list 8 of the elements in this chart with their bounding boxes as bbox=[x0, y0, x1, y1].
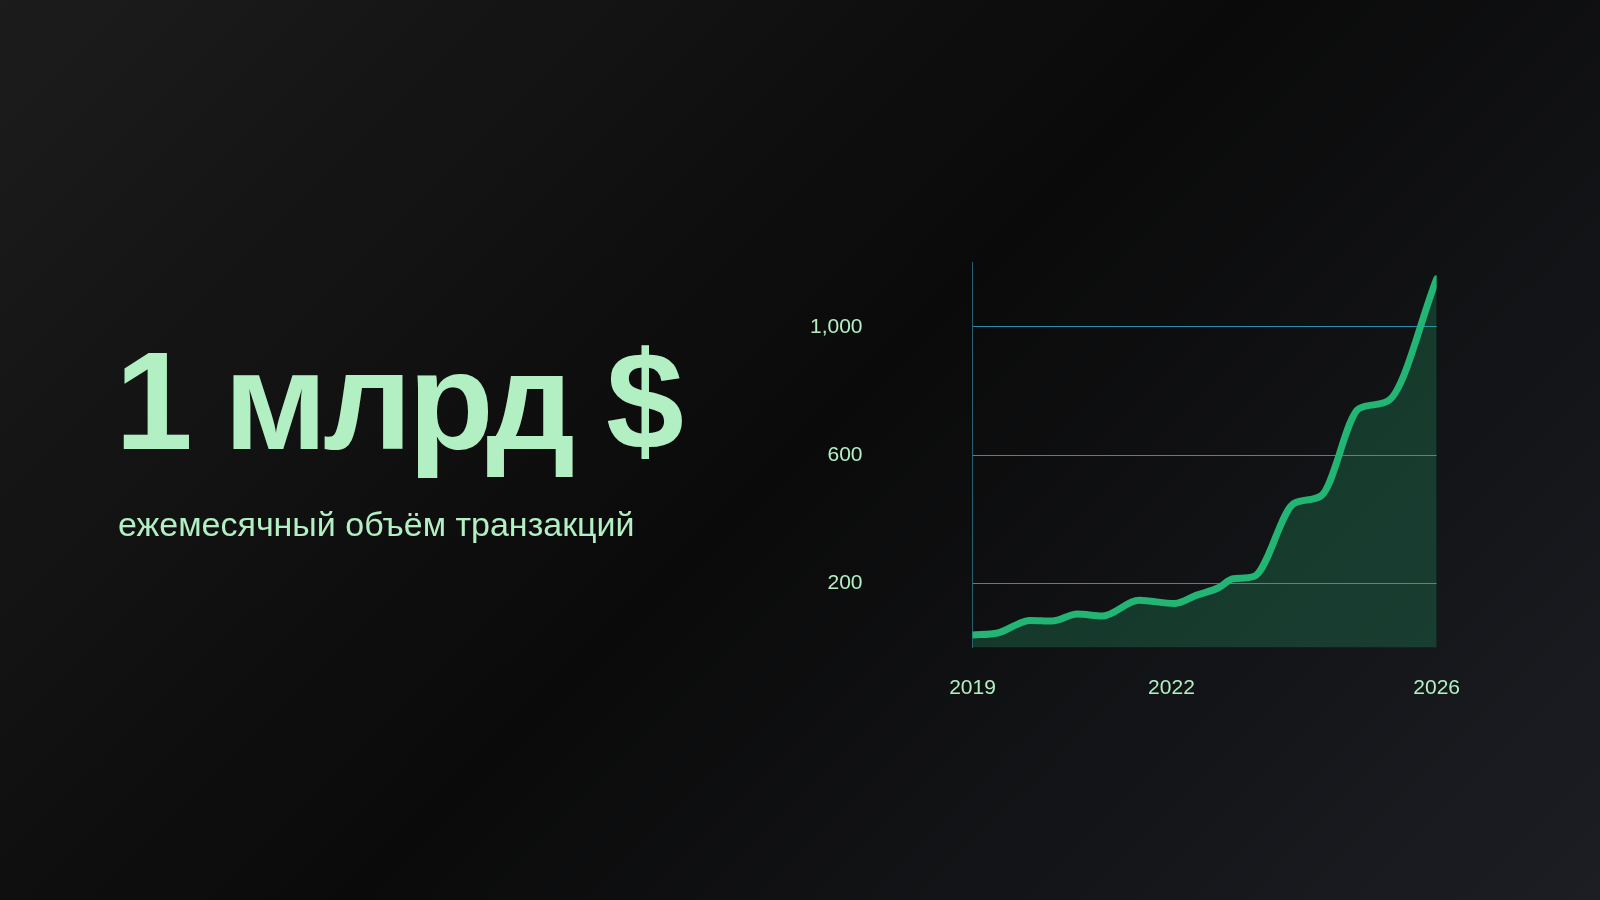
y-tick-label: 200 bbox=[827, 570, 863, 594]
x-tick-label: 2022 bbox=[1148, 674, 1195, 698]
x-tick-label: 2019 bbox=[949, 674, 996, 698]
x-tick-label: 2026 bbox=[1413, 674, 1460, 698]
text: ежемесячный объём транзакций bbox=[118, 505, 635, 544]
y-tick-label: 600 bbox=[827, 441, 863, 465]
y-tick-label: 1,000 bbox=[809, 313, 863, 337]
chart-title: 1 млрд $ bbox=[115, 321, 680, 481]
